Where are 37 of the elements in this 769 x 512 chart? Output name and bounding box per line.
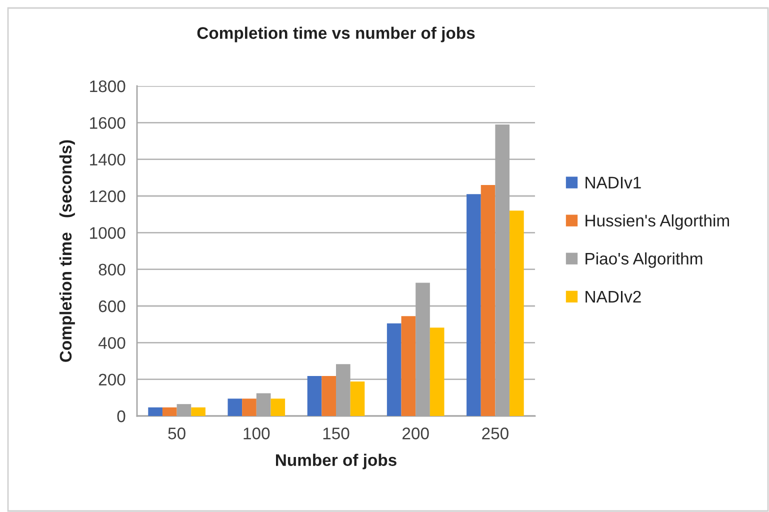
y-tick-label: 1800 bbox=[90, 80, 126, 92]
bar bbox=[510, 210, 524, 416]
legend-label: Hussien's Algorthim bbox=[586, 214, 729, 230]
legend-label: NADIv1 bbox=[586, 176, 641, 188]
x-tick-label: 250 bbox=[482, 428, 508, 440]
bar bbox=[430, 328, 444, 416]
bar bbox=[307, 376, 322, 416]
bar bbox=[466, 194, 481, 416]
chart-title: Completion time vs number of jobs bbox=[197, 26, 475, 42]
bar bbox=[148, 407, 162, 416]
y-tick-label: 1400 bbox=[90, 154, 126, 166]
bar bbox=[386, 323, 402, 416]
y-tick-label: 800 bbox=[98, 264, 126, 276]
x-tick-label: 50 bbox=[168, 428, 186, 440]
y-tick-label: 1000 bbox=[90, 227, 126, 239]
x-axis-title: Number of jobs bbox=[276, 454, 396, 470]
bar bbox=[270, 398, 286, 416]
bar bbox=[322, 376, 336, 416]
y-tick-label: 400 bbox=[98, 337, 126, 349]
bar bbox=[401, 316, 416, 416]
bar bbox=[480, 185, 496, 416]
bar bbox=[191, 407, 206, 416]
legend-label: Piao's Algorithm bbox=[586, 252, 702, 268]
y-tick-label: 1200 bbox=[90, 190, 126, 202]
x-tick-label: 100 bbox=[244, 428, 270, 440]
y-tick-label: 200 bbox=[98, 374, 126, 386]
bar bbox=[350, 382, 365, 416]
y-tick-label: 600 bbox=[98, 300, 126, 312]
legend-label: NADIv2 bbox=[586, 290, 641, 302]
y-tick-label: 1600 bbox=[90, 117, 126, 129]
x-tick-label: 200 bbox=[402, 428, 429, 440]
x-tick-label: 150 bbox=[323, 428, 350, 440]
y-tick-label: 0 bbox=[117, 410, 126, 422]
bar bbox=[242, 398, 256, 416]
bar bbox=[162, 407, 177, 416]
bar bbox=[228, 398, 242, 416]
y-axis-title: Completion time (seconds) bbox=[59, 140, 75, 362]
